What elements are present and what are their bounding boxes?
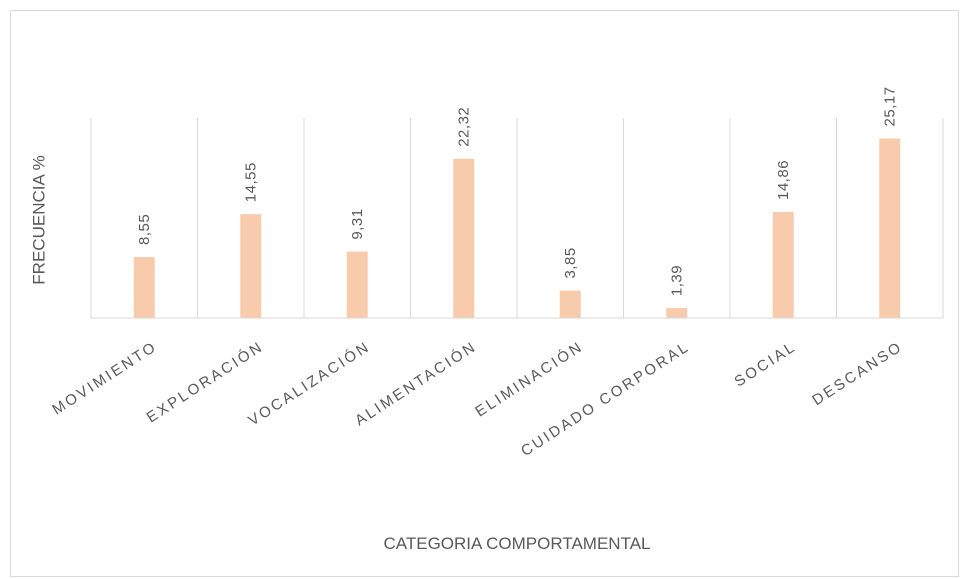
bars (133, 138, 901, 318)
bar (666, 308, 688, 318)
data-label: 8,55 (136, 214, 153, 245)
bar (559, 290, 581, 318)
data-label: 22,32 (456, 107, 473, 147)
bar (879, 138, 901, 318)
bar (772, 211, 794, 318)
data-label: 25,17 (882, 86, 899, 126)
category-gridlines (90, 118, 944, 318)
data-label: 14,86 (775, 160, 792, 200)
y-axis-title: FRECUENCIA % (29, 155, 48, 284)
data-label: 1,39 (669, 265, 686, 296)
data-labels: 8,55 14,55 9,31 22,32 3,85 1,39 14,86 25,17 (136, 86, 899, 296)
chart-frame (10, 10, 959, 577)
bar (453, 158, 475, 318)
bar (133, 257, 155, 318)
category-label: CUIDADO CORPORAL (518, 338, 693, 460)
category-label: ELIMINACIÓN (472, 338, 586, 420)
data-label: 14,55 (243, 162, 260, 202)
data-label: 9,31 (349, 208, 366, 239)
category-label: SOCIAL (731, 338, 799, 390)
bar (240, 214, 262, 318)
data-label: 3,85 (562, 247, 579, 278)
x-axis-title: CATEGORIA COMPORTAMENTAL (384, 534, 651, 553)
category-labels: MOVIMIENTOEXPLORACIÓNVOCALIZACIÓNALIMENT… (49, 338, 906, 460)
category-label: MOVIMIENTO (49, 338, 160, 418)
bar (346, 251, 368, 318)
category-label: DESCANSO (809, 338, 906, 409)
